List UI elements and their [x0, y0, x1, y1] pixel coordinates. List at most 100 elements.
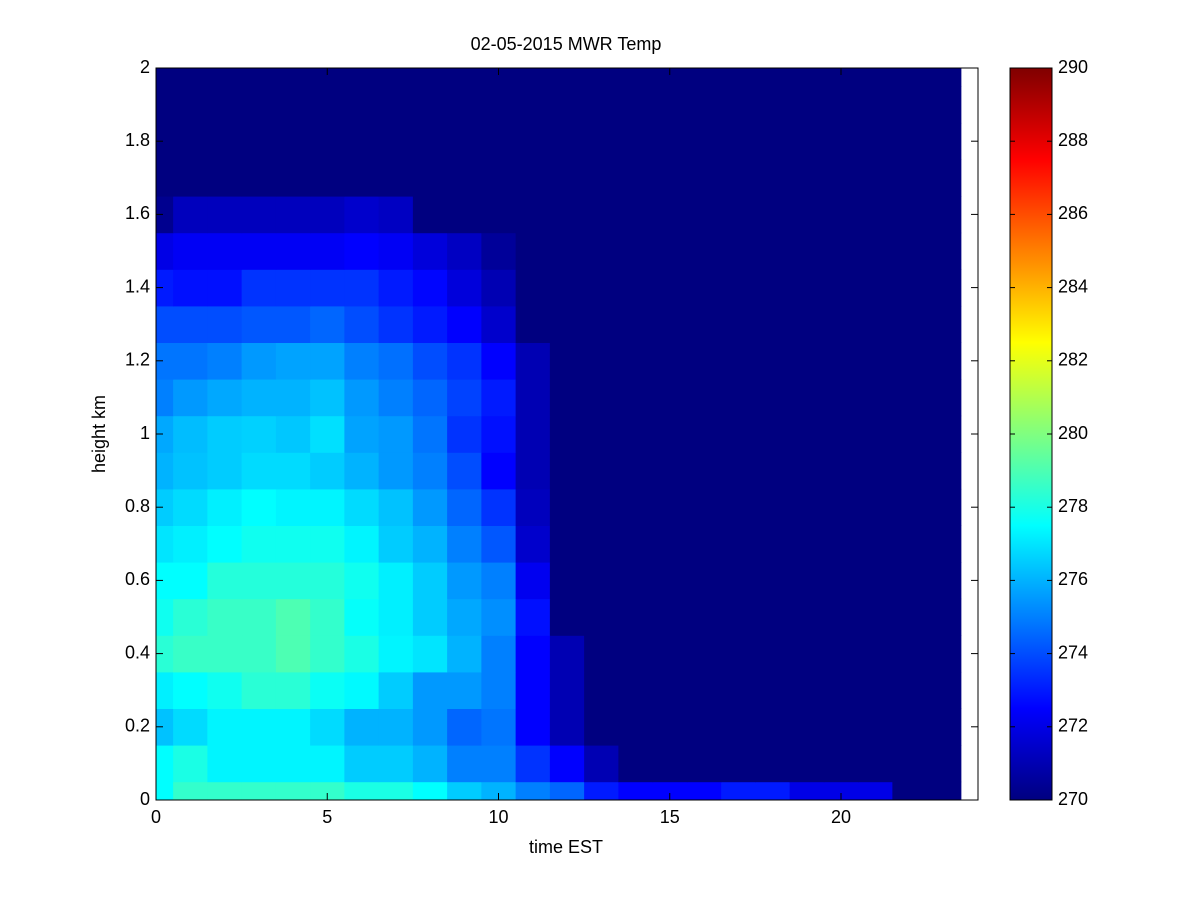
heatmap-cell — [412, 598, 448, 636]
heatmap-cell — [275, 745, 311, 783]
heatmap-cell — [207, 452, 243, 490]
heatmap-cell — [412, 159, 448, 197]
heatmap-cell — [515, 379, 551, 417]
heatmap-cell — [275, 562, 311, 600]
heatmap-cell — [515, 86, 551, 124]
x-axis-label: time EST — [529, 837, 603, 857]
heatmap-cell — [618, 452, 654, 490]
heatmap-cell — [378, 671, 414, 709]
heatmap-cell — [275, 379, 311, 417]
heatmap-cell — [447, 159, 482, 197]
heatmap-cell — [481, 415, 517, 453]
heatmap-cell — [755, 196, 791, 234]
heatmap-cell — [721, 562, 756, 600]
y-tick-label: 0.2 — [125, 716, 150, 736]
heatmap-cell — [344, 635, 380, 673]
heatmap-cell — [344, 232, 380, 270]
heatmap-cell — [344, 68, 380, 87]
heatmap-cell — [652, 232, 688, 270]
heatmap-cell — [721, 671, 756, 709]
heatmap-cell — [823, 379, 859, 417]
heatmap-cell — [241, 305, 277, 343]
heatmap-cell — [584, 598, 619, 636]
heatmap-cell — [686, 68, 722, 87]
heatmap-cell — [447, 122, 482, 160]
y-tick-label: 0.4 — [125, 642, 150, 662]
heatmap-cell — [344, 671, 380, 709]
heatmap-cell — [721, 232, 756, 270]
heatmap-cell — [584, 708, 619, 746]
heatmap-cell — [892, 452, 928, 490]
heatmap-cell — [515, 232, 551, 270]
heatmap-cell — [721, 525, 756, 563]
heatmap-cell — [310, 452, 345, 490]
heatmap-cell — [378, 269, 414, 307]
heatmap-cell — [378, 745, 414, 783]
heatmap-cell — [858, 305, 893, 343]
heatmap-cell — [686, 708, 722, 746]
heatmap-cell — [412, 232, 448, 270]
heatmap-cell — [344, 781, 380, 800]
heatmap-cell — [481, 488, 517, 526]
heatmap-cell — [447, 562, 482, 600]
heatmap-cell — [412, 635, 448, 673]
x-tick-label: 15 — [660, 807, 680, 827]
heatmap-cell — [515, 305, 551, 343]
heatmap-cell — [926, 232, 962, 270]
heatmap-cell — [721, 635, 756, 673]
heatmap-cell — [892, 598, 928, 636]
heatmap-cell — [275, 671, 311, 709]
heatmap-cell — [892, 196, 928, 234]
heatmap-cell — [207, 159, 243, 197]
heatmap-cell — [481, 671, 517, 709]
heatmap-cell — [926, 781, 962, 800]
heatmap-cell — [652, 488, 688, 526]
heatmap-cell — [275, 122, 311, 160]
heatmap-cell — [310, 525, 345, 563]
heatmap-cell — [789, 452, 825, 490]
heatmap-cell — [515, 598, 551, 636]
heatmap-cell — [549, 745, 585, 783]
heatmap-cell — [926, 269, 962, 307]
heatmap-cell — [618, 415, 654, 453]
heatmap-cell — [173, 342, 208, 380]
heatmap-cell — [207, 781, 243, 800]
heatmap-cell — [584, 635, 619, 673]
heatmap-cell — [584, 562, 619, 600]
heatmap-cell — [156, 159, 174, 197]
heatmap-cell — [156, 708, 174, 746]
heatmap-cell — [207, 562, 243, 600]
heatmap-cell — [789, 488, 825, 526]
heatmap-cell — [344, 196, 380, 234]
heatmap-cell — [344, 488, 380, 526]
heatmap-cell — [156, 415, 174, 453]
heatmap-cell — [344, 562, 380, 600]
heatmap-cell — [378, 305, 414, 343]
heatmap-cell — [652, 159, 688, 197]
heatmap-cell — [823, 708, 859, 746]
heatmap-cell — [858, 232, 893, 270]
heatmap-cell — [241, 379, 277, 417]
y-tick-label: 2 — [140, 57, 150, 77]
heatmap-cell — [789, 671, 825, 709]
heatmap-cell — [515, 452, 551, 490]
heatmap-cell — [447, 781, 482, 800]
heatmap-cell — [241, 232, 277, 270]
heatmap-cell — [858, 781, 893, 800]
heatmap-cell — [686, 342, 722, 380]
heatmap-cell — [686, 452, 722, 490]
heatmap-cell — [618, 745, 654, 783]
heatmap-cell — [378, 86, 414, 124]
heatmap-cell — [755, 342, 791, 380]
heatmap-cell — [310, 196, 345, 234]
colorbar-tick-label: 278 — [1058, 496, 1088, 516]
heatmap-cell — [549, 122, 585, 160]
heatmap-cell — [926, 708, 962, 746]
heatmap-cell — [823, 232, 859, 270]
heatmap-cell — [344, 525, 380, 563]
heatmap-cell — [549, 196, 585, 234]
heatmap-cell — [549, 86, 585, 124]
x-tick-label: 5 — [322, 807, 332, 827]
